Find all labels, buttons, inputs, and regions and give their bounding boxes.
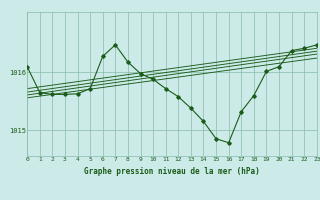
X-axis label: Graphe pression niveau de la mer (hPa): Graphe pression niveau de la mer (hPa)	[84, 167, 260, 176]
